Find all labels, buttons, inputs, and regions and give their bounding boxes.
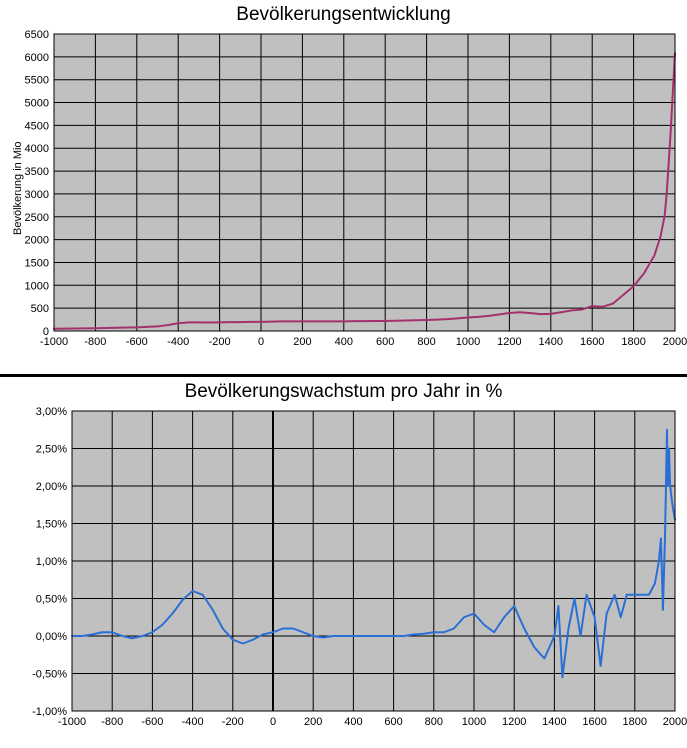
- y-tick-label: 5500: [25, 75, 49, 87]
- x-tick-label: -400: [182, 716, 204, 728]
- y-tick-label: 4000: [25, 143, 49, 155]
- x-tick-label: 1000: [456, 336, 480, 348]
- x-tick-label: 400: [344, 716, 362, 728]
- page: { "chart1": { "type": "line", "title": "…: [0, 0, 687, 748]
- x-tick-label: -400: [167, 336, 189, 348]
- x-tick-label: 1200: [497, 336, 521, 348]
- x-tick-label: -800: [101, 716, 123, 728]
- y-tick-label: 3000: [25, 189, 49, 201]
- x-tick-label: 2000: [663, 716, 687, 728]
- y-tick-label: 1500: [25, 257, 49, 269]
- x-tick-label: 1800: [623, 716, 647, 728]
- x-tick-label: -200: [222, 716, 244, 728]
- x-tick-label: -600: [141, 716, 163, 728]
- x-tick-label: 1600: [582, 716, 606, 728]
- x-tick-label: 2000: [663, 336, 687, 348]
- x-tick-label: 1400: [539, 336, 563, 348]
- y-tick-label: 6000: [25, 52, 49, 64]
- x-tick-label: -800: [84, 336, 106, 348]
- y-tick-label: -1,00%: [32, 706, 67, 718]
- y-tick-label: 6500: [25, 29, 49, 41]
- x-tick-label: -200: [209, 336, 231, 348]
- chart1-panel: Bevölkerungsentwicklung Bevölkerung in M…: [0, 0, 687, 374]
- chart2-title: Bevölkerungswachstum pro Jahr in %: [0, 377, 687, 405]
- x-tick-label: 1600: [580, 336, 604, 348]
- x-tick-label: 0: [270, 716, 276, 728]
- x-tick-label: 800: [425, 716, 443, 728]
- y-tick-label: 1,50%: [36, 519, 67, 531]
- y-tick-label: 0,50%: [36, 594, 67, 606]
- y-tick-label: 4500: [25, 120, 49, 132]
- chart2-svg: -1000-800-600-400-2000200400600800100012…: [0, 405, 687, 748]
- x-tick-label: 1800: [621, 336, 645, 348]
- x-tick-label: 400: [335, 336, 353, 348]
- chart1-svg: -1000-800-600-400-2000200400600800100012…: [0, 28, 687, 374]
- y-tick-label: 3,00%: [36, 406, 67, 418]
- x-tick-label: 200: [293, 336, 311, 348]
- y-tick-label: 1000: [25, 280, 49, 292]
- y-tick-label: -0,50%: [32, 669, 67, 681]
- y-tick-label: 2,00%: [36, 481, 67, 493]
- x-tick-label: 1400: [542, 716, 566, 728]
- y-tick-label: 5000: [25, 98, 49, 110]
- y-tick-label: 2000: [25, 235, 49, 247]
- y-tick-label: 0: [43, 326, 49, 338]
- y-tick-label: 2500: [25, 212, 49, 224]
- x-tick-label: 800: [417, 336, 435, 348]
- x-tick-label: 0: [258, 336, 264, 348]
- x-tick-label: 200: [304, 716, 322, 728]
- y-tick-label: 2,50%: [36, 444, 67, 456]
- x-tick-label: 600: [376, 336, 394, 348]
- y-tick-label: 1,00%: [36, 556, 67, 568]
- x-tick-label: -600: [126, 336, 148, 348]
- chart2-panel: Bevölkerungswachstum pro Jahr in % -1000…: [0, 377, 687, 748]
- y-tick-label: 500: [31, 303, 49, 315]
- chart1-title: Bevölkerungsentwicklung: [0, 0, 687, 28]
- x-tick-label: 1000: [462, 716, 486, 728]
- x-tick-label: 600: [384, 716, 402, 728]
- x-tick-label: 1200: [502, 716, 526, 728]
- y-tick-label: 0,00%: [36, 631, 67, 643]
- y-tick-label: 3500: [25, 166, 49, 178]
